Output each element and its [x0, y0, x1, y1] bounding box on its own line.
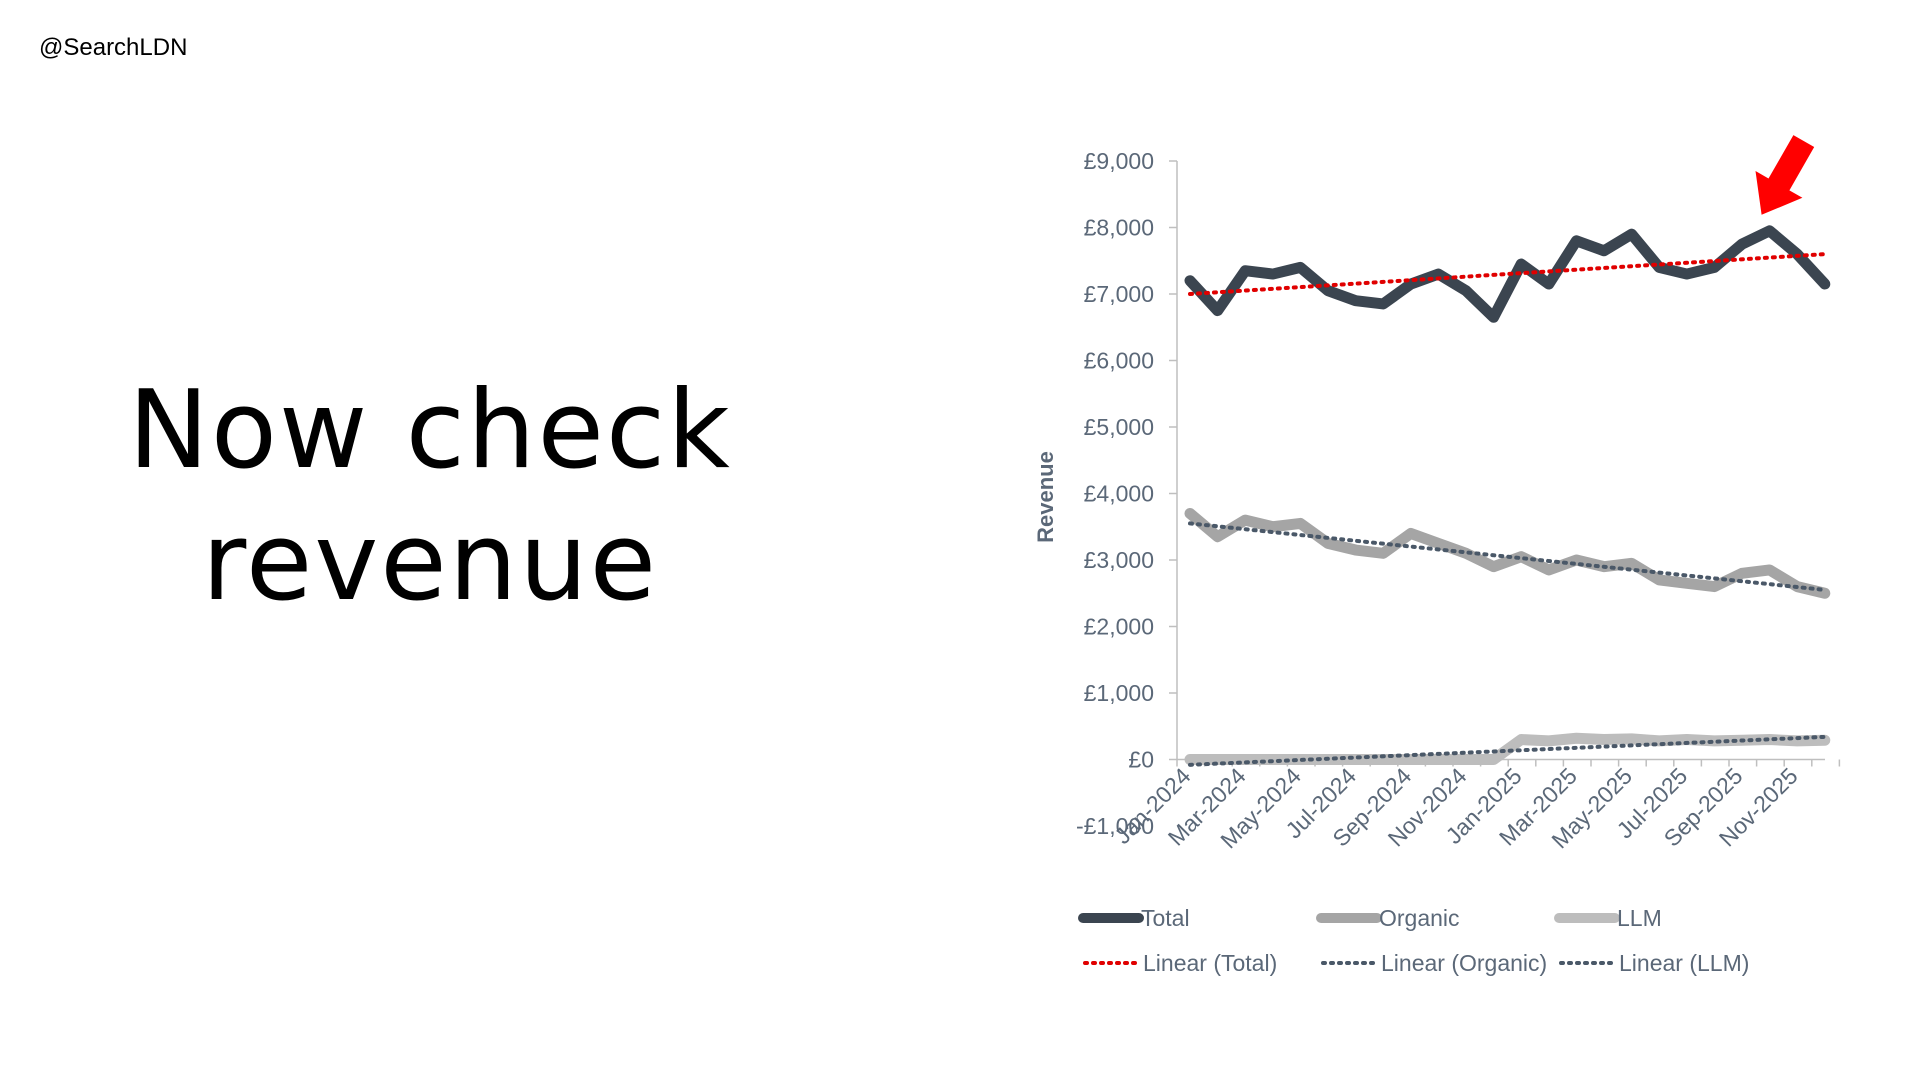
legend-label-trendline: Linear (LLM) [1619, 950, 1749, 976]
trendline-linear-total [1188, 252, 1827, 296]
trendline-linear-llm [1188, 734, 1827, 767]
red-arrow-shape [1755, 135, 1815, 215]
y-tick-label: £1,000 [1084, 680, 1154, 706]
y-tick-label: £6,000 [1084, 348, 1154, 374]
legend-label-total: Total [1141, 905, 1190, 931]
y-tick-label: £9,000 [1084, 148, 1154, 174]
series-line-total [1184, 225, 1831, 323]
headline-line-1: Now check [128, 368, 732, 493]
red-arrow-icon [1755, 135, 1815, 215]
y-axis-title: Revenue [1033, 451, 1058, 543]
y-tick-label: -£1,000 [1076, 813, 1154, 839]
y-tick-label: £0 [1128, 747, 1154, 773]
y-tick-label: £3,000 [1084, 547, 1154, 573]
x-axis-ticks: Jan-2024Mar-2024May-2024Jul-2024Sep-2024… [1109, 759, 1841, 853]
trendline-layer [1188, 252, 1827, 767]
twitter-handle: @SearchLDN [39, 34, 188, 61]
slide-headline: Now check revenue [110, 365, 750, 629]
series-line-organic [1184, 507, 1831, 599]
y-axis-ticks: -£1,000 £0 £1,000 £2,000 £3,000 £4,000 £5,000 £… [1076, 148, 1177, 839]
series-layer [1184, 225, 1831, 765]
y-tick-label: £5,000 [1084, 414, 1154, 440]
legend-label-organic: Organic [1379, 905, 1460, 931]
chart-legend: Total Organic LLM Linear (Total) Linear (Org… [1078, 905, 1749, 976]
y-tick-label: £8,000 [1084, 215, 1154, 241]
headline-line-2: revenue [201, 500, 659, 625]
trendline-linear-organic [1188, 521, 1827, 592]
legend-label-trendline: Linear (Total) [1143, 950, 1277, 976]
y-tick-label: £4,000 [1084, 481, 1154, 507]
y-tick-label: £7,000 [1084, 281, 1154, 307]
y-tick-label: £2,000 [1084, 614, 1154, 640]
series-line-llm [1184, 732, 1831, 765]
legend-label-llm: LLM [1617, 905, 1662, 931]
legend-label-trendline: Linear (Organic) [1381, 950, 1547, 976]
